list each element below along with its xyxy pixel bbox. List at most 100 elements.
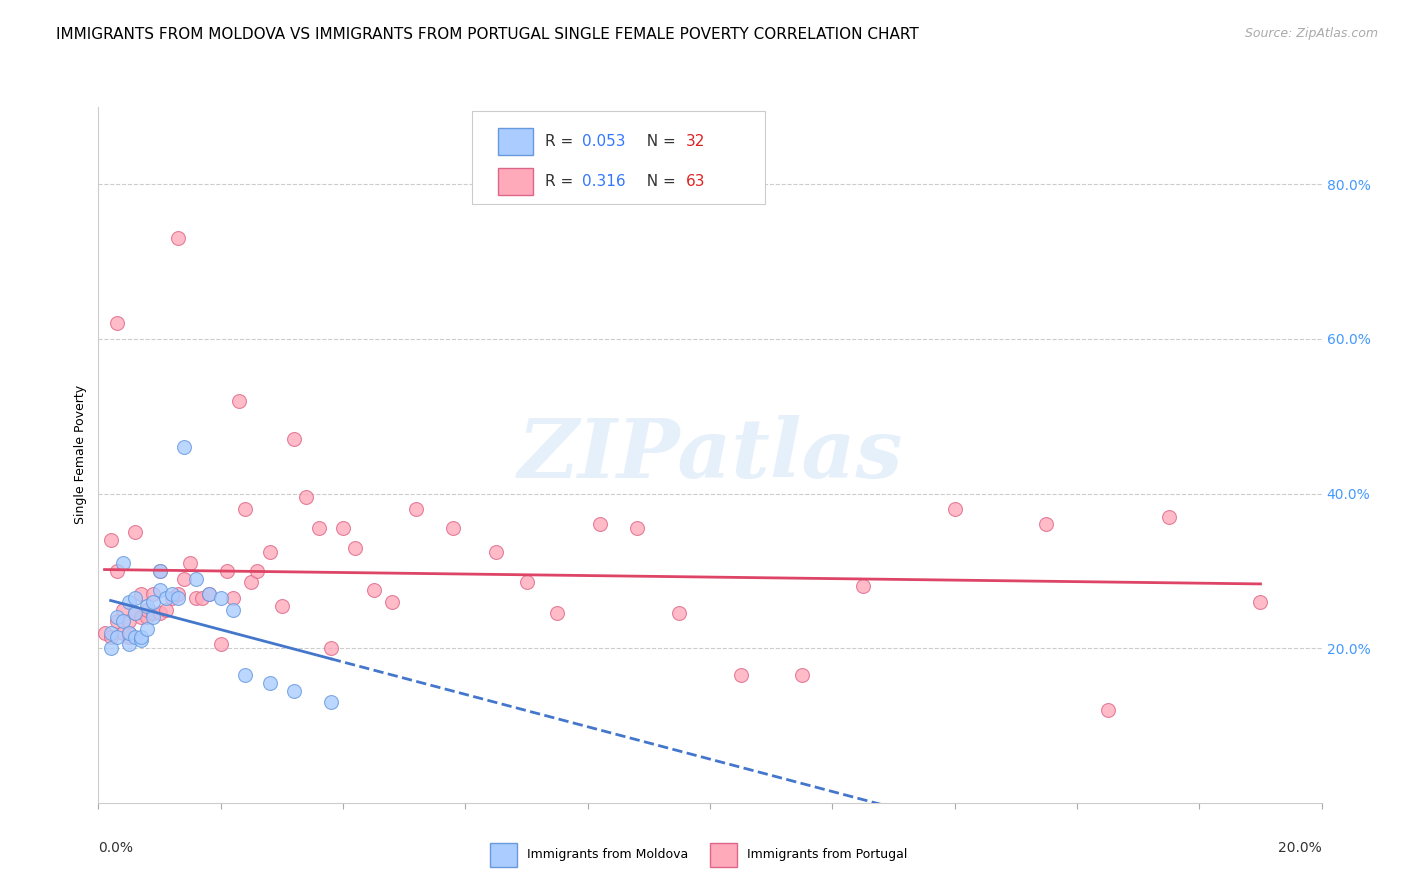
Point: [136, 602, 159, 616]
Text: Immigrants from Moldova: Immigrants from Moldova: [527, 848, 688, 862]
Point: [142, 607, 165, 621]
Point: [668, 607, 690, 621]
Text: 32: 32: [686, 134, 704, 149]
Point: [295, 491, 318, 505]
Point: [167, 591, 190, 605]
Text: N =: N =: [637, 134, 681, 149]
Point: [100, 630, 122, 644]
FancyBboxPatch shape: [498, 128, 533, 154]
Point: [136, 610, 159, 624]
Point: [283, 433, 305, 447]
Text: 0.316: 0.316: [582, 174, 626, 189]
Point: [1250, 595, 1272, 609]
Point: [105, 317, 128, 331]
Point: [142, 595, 165, 609]
Text: ZIPatlas: ZIPatlas: [517, 415, 903, 495]
FancyBboxPatch shape: [471, 111, 765, 204]
Point: [191, 591, 214, 605]
Point: [136, 599, 159, 613]
Point: [405, 502, 427, 516]
Text: Immigrants from Portugal: Immigrants from Portugal: [747, 848, 907, 862]
Text: 63: 63: [686, 174, 704, 189]
Point: [173, 572, 195, 586]
Point: [118, 625, 141, 640]
Point: [943, 502, 966, 516]
Point: [197, 587, 219, 601]
Y-axis label: Single Female Poverty: Single Female Poverty: [75, 385, 87, 524]
Point: [319, 695, 342, 709]
Point: [124, 630, 146, 644]
Point: [441, 521, 464, 535]
Text: 0.053: 0.053: [582, 134, 626, 149]
Point: [516, 575, 538, 590]
Point: [149, 564, 172, 578]
Point: [93, 625, 115, 640]
FancyBboxPatch shape: [489, 843, 517, 867]
Point: [259, 676, 281, 690]
Point: [1157, 509, 1180, 524]
Point: [111, 602, 134, 616]
Point: [129, 610, 152, 624]
Point: [215, 564, 238, 578]
Point: [100, 533, 122, 547]
Point: [105, 614, 128, 628]
Text: IMMIGRANTS FROM MOLDOVA VS IMMIGRANTS FROM PORTUGAL SINGLE FEMALE POVERTY CORREL: IMMIGRANTS FROM MOLDOVA VS IMMIGRANTS FR…: [56, 27, 920, 42]
Point: [124, 607, 146, 621]
Point: [852, 579, 875, 593]
Text: N =: N =: [637, 174, 681, 189]
Point: [186, 572, 208, 586]
Point: [344, 541, 367, 555]
Text: R =: R =: [546, 174, 578, 189]
Point: [149, 607, 172, 621]
Point: [118, 595, 141, 609]
Point: [160, 591, 183, 605]
Point: [129, 630, 152, 644]
Point: [124, 591, 146, 605]
Point: [209, 637, 232, 651]
Point: [118, 614, 141, 628]
Text: Source: ZipAtlas.com: Source: ZipAtlas.com: [1244, 27, 1378, 40]
FancyBboxPatch shape: [710, 843, 737, 867]
FancyBboxPatch shape: [498, 169, 533, 194]
Point: [149, 564, 172, 578]
Point: [142, 610, 165, 624]
Point: [118, 637, 141, 651]
Point: [319, 641, 342, 656]
Point: [124, 607, 146, 621]
Point: [546, 607, 568, 621]
Point: [197, 587, 219, 601]
Point: [179, 556, 201, 570]
Point: [142, 587, 165, 601]
Point: [155, 602, 177, 616]
Point: [1097, 703, 1119, 717]
Point: [105, 610, 128, 624]
Point: [173, 440, 195, 454]
Point: [105, 630, 128, 644]
Point: [118, 630, 141, 644]
Point: [363, 583, 385, 598]
Point: [308, 521, 330, 535]
Point: [222, 591, 245, 605]
Point: [259, 544, 281, 558]
Point: [222, 602, 245, 616]
Point: [160, 587, 183, 601]
Point: [790, 668, 813, 682]
Point: [100, 641, 122, 656]
Point: [105, 564, 128, 578]
Point: [100, 625, 122, 640]
Point: [124, 525, 146, 540]
Point: [167, 231, 190, 245]
Point: [730, 668, 752, 682]
Point: [111, 556, 134, 570]
Text: 20.0%: 20.0%: [1278, 841, 1322, 855]
Point: [129, 633, 152, 648]
Point: [626, 521, 648, 535]
Point: [240, 575, 263, 590]
Point: [118, 625, 141, 640]
Point: [149, 583, 172, 598]
Point: [283, 683, 305, 698]
Point: [233, 668, 256, 682]
Point: [1035, 517, 1057, 532]
Point: [155, 591, 177, 605]
Point: [111, 625, 134, 640]
